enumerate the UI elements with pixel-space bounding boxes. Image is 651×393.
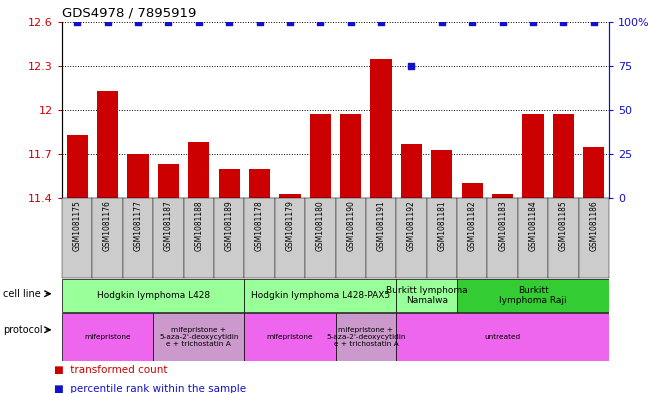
Bar	[275, 198, 305, 278]
Text: ■  transformed count: ■ transformed count	[55, 365, 168, 375]
Bar	[62, 314, 153, 360]
Bar	[518, 198, 548, 278]
Bar	[492, 194, 513, 198]
Text: mifepristone +
5-aza-2'-deoxycytidin
e + trichostatin A: mifepristone + 5-aza-2'-deoxycytidin e +…	[159, 327, 238, 347]
Bar	[401, 144, 422, 198]
Bar	[62, 198, 92, 278]
Bar	[153, 198, 184, 278]
Bar	[579, 198, 609, 278]
Bar	[123, 198, 153, 278]
Text: GSM1081181: GSM1081181	[437, 200, 447, 251]
Bar	[431, 150, 452, 198]
Text: GSM1081190: GSM1081190	[346, 200, 355, 251]
Bar	[97, 91, 118, 198]
Point	[589, 19, 599, 25]
Bar	[335, 314, 396, 360]
Bar	[426, 198, 457, 278]
Point	[72, 19, 83, 25]
Text: GSM1081188: GSM1081188	[194, 200, 203, 251]
Text: GSM1081176: GSM1081176	[103, 200, 112, 251]
Bar	[522, 114, 544, 198]
Point	[315, 19, 326, 25]
Bar	[219, 169, 240, 198]
Bar	[396, 198, 426, 278]
Text: Burkitt lymphoma
Namalwa: Burkitt lymphoma Namalwa	[386, 286, 467, 305]
Text: GSM1081189: GSM1081189	[225, 200, 234, 251]
Text: untreated: untreated	[484, 334, 521, 340]
Point	[376, 19, 386, 25]
Bar	[396, 279, 457, 312]
Bar	[310, 114, 331, 198]
Bar	[457, 279, 609, 312]
Text: Burkitt
lymphoma Raji: Burkitt lymphoma Raji	[499, 286, 567, 305]
Text: mifepristone: mifepristone	[85, 334, 131, 340]
Text: GSM1081183: GSM1081183	[498, 200, 507, 251]
Point	[133, 19, 143, 25]
Bar	[370, 59, 392, 198]
Bar	[457, 198, 488, 278]
Bar	[244, 279, 396, 312]
Bar	[548, 198, 579, 278]
Bar	[488, 198, 518, 278]
Bar	[158, 164, 179, 198]
Bar	[279, 194, 301, 198]
Text: GSM1081175: GSM1081175	[73, 200, 81, 251]
Text: GSM1081179: GSM1081179	[285, 200, 294, 251]
Bar	[396, 314, 609, 360]
Point	[528, 19, 538, 25]
Text: mifepristone: mifepristone	[267, 334, 313, 340]
Point	[284, 19, 295, 25]
Point	[163, 19, 174, 25]
Text: mifepristone +
5-aza-2'-deoxycytidin
e + trichostatin A: mifepristone + 5-aza-2'-deoxycytidin e +…	[326, 327, 406, 347]
Bar	[249, 169, 270, 198]
Bar	[188, 142, 210, 198]
Text: GDS4978 / 7895919: GDS4978 / 7895919	[62, 6, 197, 19]
Text: protocol: protocol	[3, 325, 43, 335]
Bar	[153, 314, 244, 360]
Bar	[305, 198, 335, 278]
Point	[346, 19, 356, 25]
Text: GSM1081192: GSM1081192	[407, 200, 416, 251]
Text: cell line: cell line	[3, 289, 41, 299]
Bar	[583, 147, 604, 198]
Point	[406, 63, 417, 69]
Bar	[244, 198, 275, 278]
Text: GSM1081182: GSM1081182	[468, 200, 477, 251]
Bar	[66, 135, 88, 198]
Text: GSM1081178: GSM1081178	[255, 200, 264, 251]
Bar	[62, 279, 244, 312]
Point	[437, 19, 447, 25]
Point	[102, 19, 113, 25]
Point	[224, 19, 234, 25]
Bar	[244, 314, 335, 360]
Point	[558, 19, 568, 25]
Text: Hodgkin lymphoma L428-PAX5: Hodgkin lymphoma L428-PAX5	[251, 291, 390, 300]
Text: Hodgkin lymphoma L428: Hodgkin lymphoma L428	[96, 291, 210, 300]
Bar	[214, 198, 244, 278]
Point	[255, 19, 265, 25]
Point	[497, 19, 508, 25]
Text: GSM1081177: GSM1081177	[133, 200, 143, 251]
Point	[467, 19, 477, 25]
Text: GSM1081186: GSM1081186	[589, 200, 598, 251]
Text: GSM1081185: GSM1081185	[559, 200, 568, 251]
Bar	[184, 198, 214, 278]
Text: GSM1081191: GSM1081191	[376, 200, 385, 251]
Bar	[366, 198, 396, 278]
Text: GSM1081187: GSM1081187	[164, 200, 173, 251]
Text: GSM1081184: GSM1081184	[529, 200, 538, 251]
Bar	[335, 198, 366, 278]
Bar	[553, 114, 574, 198]
Bar	[128, 154, 148, 198]
Text: ■  percentile rank within the sample: ■ percentile rank within the sample	[55, 384, 247, 393]
Bar	[92, 198, 123, 278]
Bar	[462, 183, 483, 198]
Bar	[340, 114, 361, 198]
Point	[193, 19, 204, 25]
Text: GSM1081180: GSM1081180	[316, 200, 325, 251]
